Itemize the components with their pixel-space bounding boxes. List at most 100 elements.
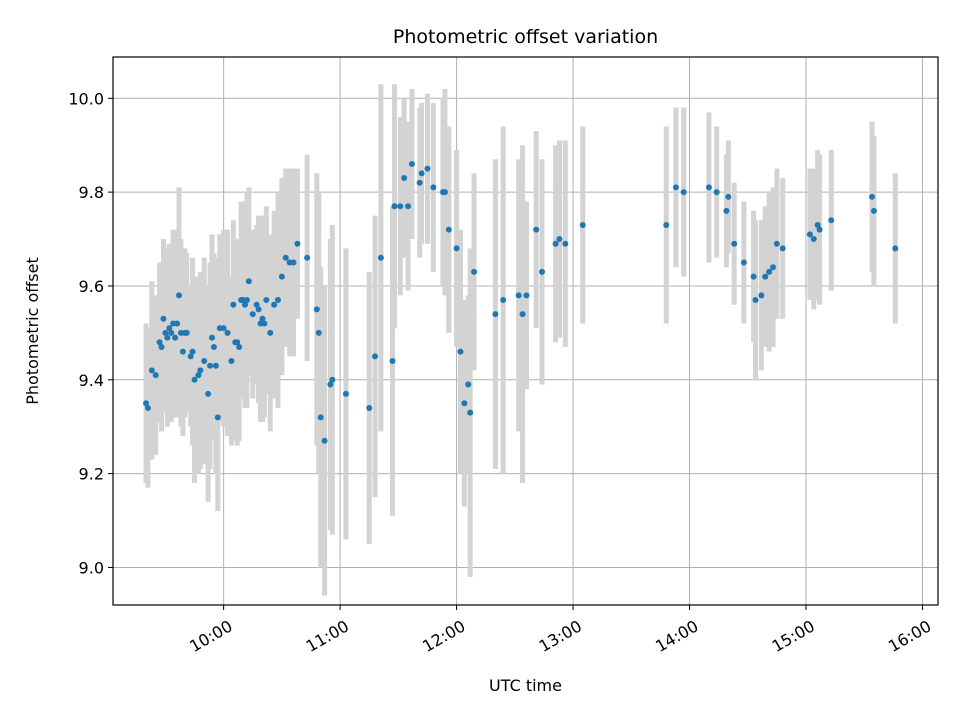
data-point [366, 404, 373, 411]
y-tick-label: 9.6 [79, 277, 104, 296]
data-point [144, 404, 151, 411]
y-tick-label: 9.8 [79, 183, 104, 202]
data-point [259, 315, 266, 322]
data-point [725, 193, 732, 200]
data-point [377, 254, 384, 261]
data-point [261, 320, 268, 327]
data-point [740, 259, 747, 266]
data-point [315, 329, 322, 336]
data-point [424, 165, 431, 172]
data-point [176, 292, 182, 299]
y-tick-label: 10.0 [68, 89, 104, 108]
data-point [806, 231, 813, 238]
data-point [148, 367, 155, 374]
data-point [143, 400, 149, 407]
data-point [539, 268, 545, 275]
data-point [766, 268, 773, 275]
data-point [773, 240, 780, 247]
data-point [189, 348, 196, 355]
data-point [267, 329, 274, 336]
data-point [713, 189, 720, 196]
data-point [290, 259, 297, 266]
data-point [779, 245, 786, 252]
data-point [162, 329, 169, 336]
data-point [816, 226, 823, 233]
data-point [209, 334, 215, 341]
data-point [214, 414, 221, 421]
data-point [663, 221, 670, 228]
data-point [405, 203, 412, 210]
data-point [158, 343, 165, 350]
data-point [705, 184, 712, 191]
data-point [224, 329, 231, 336]
y-tick-label: 9.0 [79, 558, 104, 577]
data-point [533, 226, 540, 233]
y-axis-title: Photometric offset [23, 257, 42, 405]
data-point [197, 367, 204, 374]
data-point [372, 353, 379, 360]
data-point [160, 315, 167, 322]
data-point [391, 203, 398, 210]
data-point [453, 245, 460, 252]
data-point [416, 179, 423, 186]
data-point [205, 390, 212, 397]
data-point [445, 226, 452, 233]
data-point [750, 273, 757, 280]
data-point [731, 240, 738, 247]
data-point [195, 372, 202, 379]
data-point [271, 301, 278, 308]
x-tick-label: 13:00 [536, 616, 585, 656]
data-point [680, 189, 687, 196]
data-point [245, 278, 252, 285]
data-point [249, 311, 256, 318]
data-point [236, 343, 243, 350]
data-point [255, 306, 262, 313]
data-point [207, 362, 214, 369]
data-points [143, 160, 899, 444]
data-point [441, 189, 448, 196]
y-tick-label: 9.2 [79, 465, 104, 484]
data-point [869, 193, 875, 200]
data-point [304, 254, 311, 261]
data-point [467, 409, 474, 416]
x-tick-label: 16:00 [885, 616, 934, 656]
data-point [152, 372, 159, 379]
data-point [234, 339, 241, 346]
data-point [183, 329, 190, 336]
x-tick-label: 10:00 [186, 616, 235, 656]
data-point [461, 400, 468, 407]
data-point [828, 217, 835, 224]
data-point [552, 240, 559, 247]
data-point [870, 207, 877, 214]
data-point [166, 325, 173, 332]
data-point [313, 306, 320, 313]
data-point [556, 236, 563, 243]
data-point [397, 203, 404, 210]
data-point [275, 297, 281, 304]
data-point [762, 273, 769, 280]
data-point [263, 297, 270, 304]
data-point [342, 390, 349, 397]
data-point [187, 353, 194, 360]
data-point [317, 414, 324, 421]
y-tick-label: 9.4 [79, 371, 104, 390]
data-point [321, 437, 328, 444]
plot-frame [112, 56, 939, 606]
x-tick-label: 12:00 [419, 616, 468, 656]
data-point [172, 334, 179, 341]
data-point [294, 240, 301, 247]
data-point [212, 362, 219, 369]
data-point [814, 221, 821, 228]
data-point [220, 325, 227, 332]
data-point [156, 339, 163, 346]
data-point [230, 301, 237, 308]
x-tick-label: 15:00 [769, 616, 818, 656]
data-point [201, 358, 208, 365]
data-point [282, 254, 289, 261]
data-point [408, 160, 415, 167]
data-point [758, 292, 765, 299]
data-point [562, 240, 569, 247]
data-point [174, 320, 181, 327]
data-point [672, 184, 679, 191]
data-point [723, 207, 730, 214]
